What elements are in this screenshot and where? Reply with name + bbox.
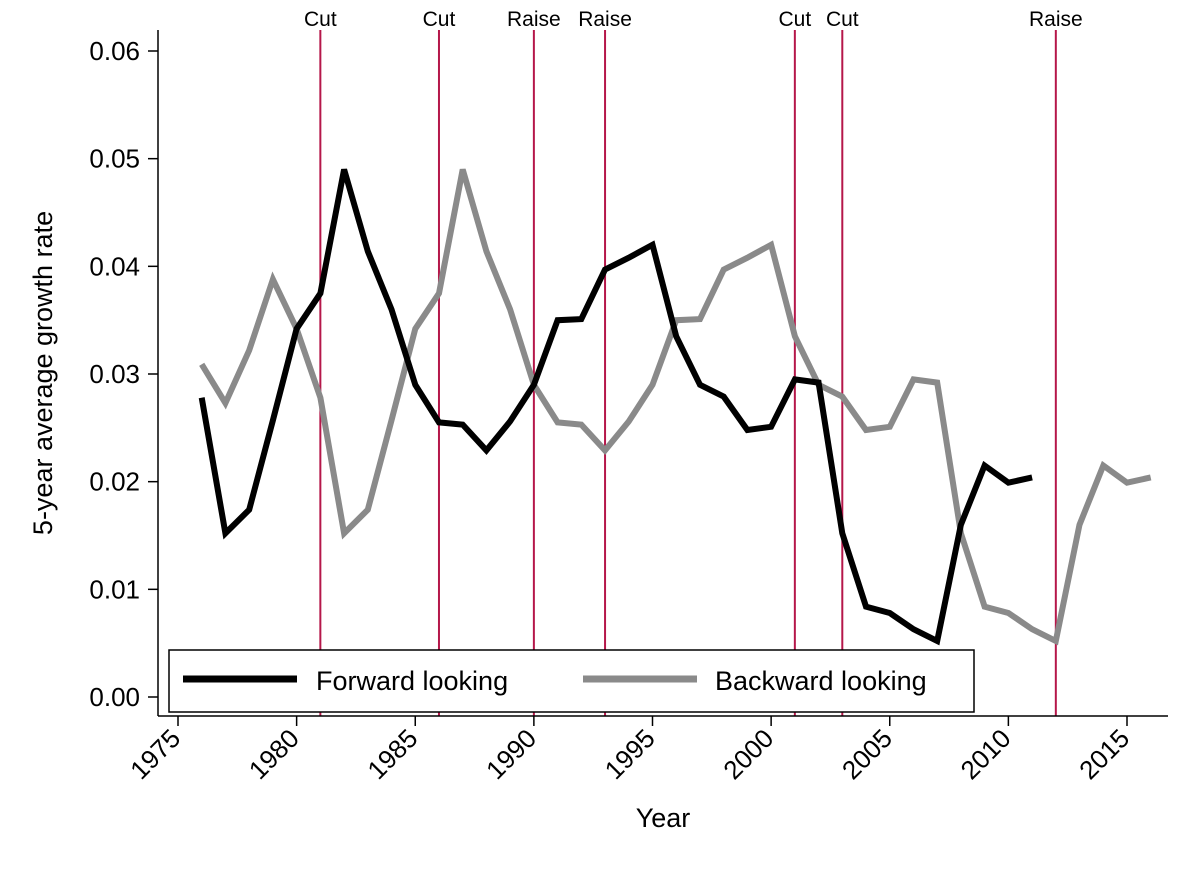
x-tick-label: 1985 — [361, 723, 423, 785]
x-tick-label: 2015 — [1073, 723, 1135, 785]
event-label: Cut — [304, 8, 337, 31]
x-tick-label: 1990 — [480, 723, 542, 785]
y-tick-label: 0.05 — [89, 144, 140, 174]
y-tick-label: 0.00 — [89, 682, 140, 712]
event-label: Raise — [1029, 8, 1083, 31]
event-lines: Cut Cut Raise Raise Cut Cut Raise — [304, 8, 1083, 716]
series-layer — [198, 168, 1152, 646]
x-tick-label: 2010 — [955, 723, 1017, 785]
y-tick-label: 0.04 — [89, 251, 140, 281]
y-tick-label: 0.02 — [89, 467, 140, 497]
y-tick-label: 0.03 — [89, 359, 140, 389]
event-label: Cut — [423, 8, 456, 31]
event-label: Raise — [507, 8, 561, 31]
legend-label-forward: Forward looking — [316, 666, 508, 696]
series-line-forward — [198, 168, 1033, 646]
y-axis-title: 5-year average growth rate — [28, 211, 58, 535]
x-axis-title: Year — [636, 803, 691, 833]
x-tick-label: 2005 — [836, 723, 898, 785]
y-tick-label: 0.01 — [89, 574, 140, 604]
legend: Forward looking Backward looking — [168, 649, 975, 713]
y-axis: 0.00 0.01 0.02 0.03 0.04 0.05 0.06 — [89, 30, 159, 716]
x-tick-label: 2000 — [717, 723, 779, 785]
legend-box — [168, 649, 975, 713]
event-label: Raise — [578, 8, 632, 31]
x-tick-label: 1975 — [124, 723, 186, 785]
x-tick-label: 1995 — [599, 723, 661, 785]
x-axis: 1975 1980 1985 1990 1995 2000 2005 2010 2015 — [124, 715, 1168, 785]
legend-label-backward: Backward looking — [715, 666, 927, 696]
y-tick-label: 0.06 — [89, 36, 140, 66]
event-label: Cut — [779, 8, 812, 31]
event-label: Cut — [826, 8, 859, 31]
series-line-backward — [199, 168, 1152, 646]
x-tick-label: 1980 — [243, 723, 305, 785]
